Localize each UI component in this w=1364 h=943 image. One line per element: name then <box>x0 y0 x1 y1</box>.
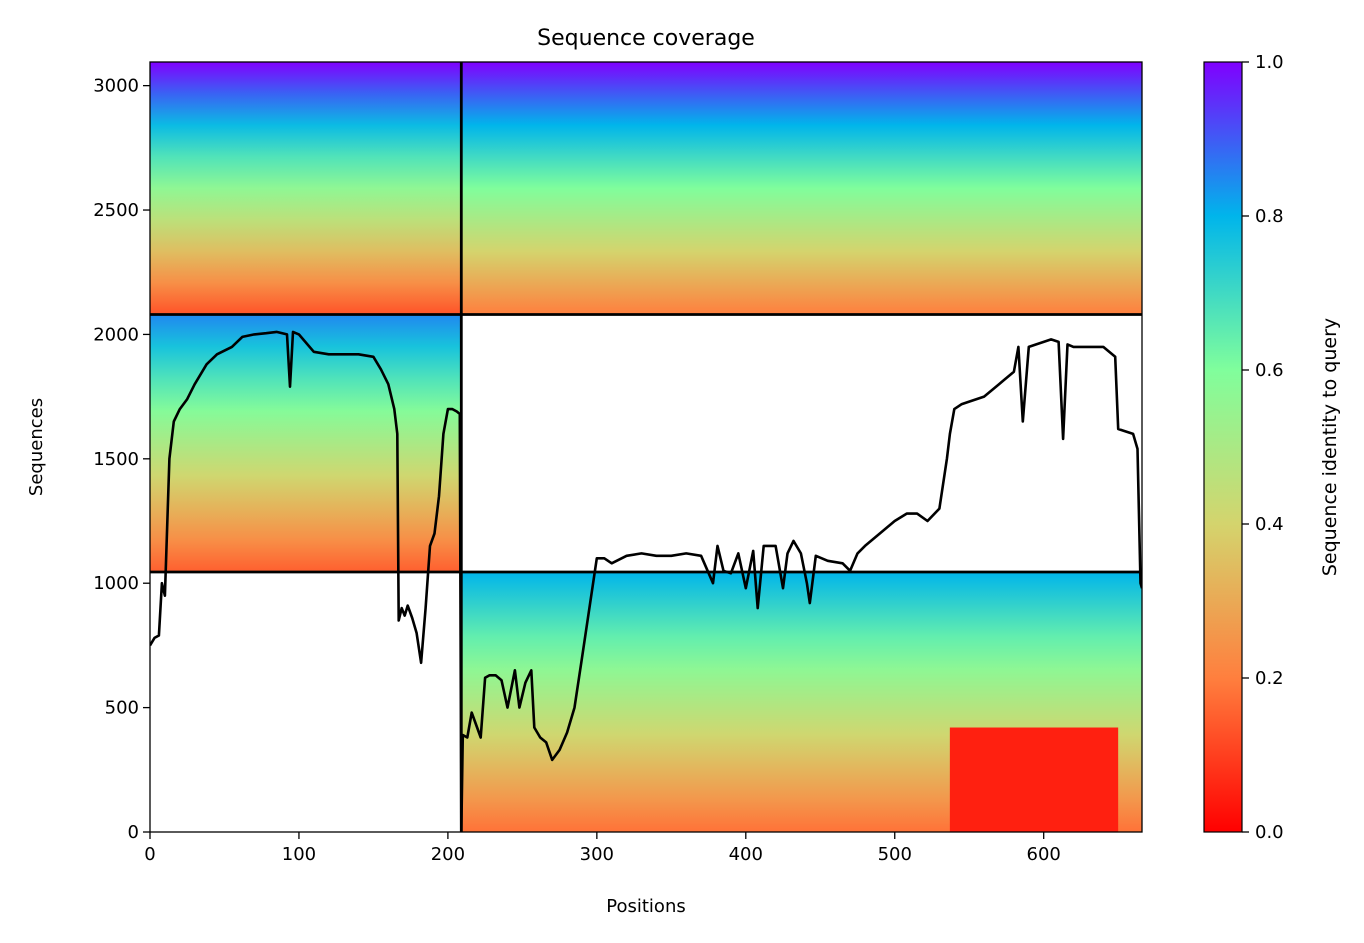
coverage-block <box>150 314 462 573</box>
plot-frame <box>149 61 1143 833</box>
y-tick-label: 0 <box>128 822 139 843</box>
x-tick-label: 600 <box>1027 844 1061 865</box>
coverage-block <box>949 727 1119 832</box>
colorbar-tick-label: 0.8 <box>1255 206 1284 227</box>
colorbar-gradient <box>1203 61 1243 833</box>
y-tick-label: 1000 <box>93 573 139 594</box>
chart-title: Sequence coverage <box>537 26 755 51</box>
x-tick-label: 200 <box>431 844 465 865</box>
y-axis: 0 500 1000 1500 2000 2500 3000 <box>93 76 150 843</box>
x-tick-label: 100 <box>282 844 316 865</box>
y-axis-label: Sequences <box>26 398 47 496</box>
colorbar-label: Sequence identity to query <box>1319 318 1341 576</box>
colorbar-tick-label: 0.6 <box>1255 360 1284 381</box>
coverage-line-layer <box>150 330 1142 832</box>
coverage-line <box>150 330 1142 832</box>
coverage-block <box>150 62 462 315</box>
x-tick-label: 400 <box>729 844 763 865</box>
colorbar-tick-label: 1.0 <box>1255 52 1284 73</box>
coverage-block <box>461 62 1142 315</box>
x-tick-label: 0 <box>144 844 155 865</box>
y-tick-label: 500 <box>105 698 139 719</box>
colorbar: 0.0 0.2 0.4 0.6 0.8 1.0 Sequence identity to … <box>1203 52 1341 843</box>
y-tick-label: 2000 <box>93 324 139 345</box>
x-tick-label: 500 <box>878 844 912 865</box>
colorbar-tick-label: 0.0 <box>1255 822 1284 843</box>
y-tick-label: 1500 <box>93 449 139 470</box>
plot-area <box>149 61 1143 833</box>
x-tick-label: 300 <box>580 844 614 865</box>
colorbar-tick-label: 0.2 <box>1255 668 1284 689</box>
colorbar-tick-label: 0.4 <box>1255 514 1284 535</box>
y-tick-label: 2500 <box>93 200 139 221</box>
colorbar-ticks: 0.0 0.2 0.4 0.6 0.8 1.0 <box>1242 52 1284 843</box>
x-axis: 0 100 200 300 400 500 600 <box>144 832 1061 865</box>
x-axis-label: Positions <box>606 896 685 917</box>
y-tick-label: 3000 <box>93 76 139 97</box>
